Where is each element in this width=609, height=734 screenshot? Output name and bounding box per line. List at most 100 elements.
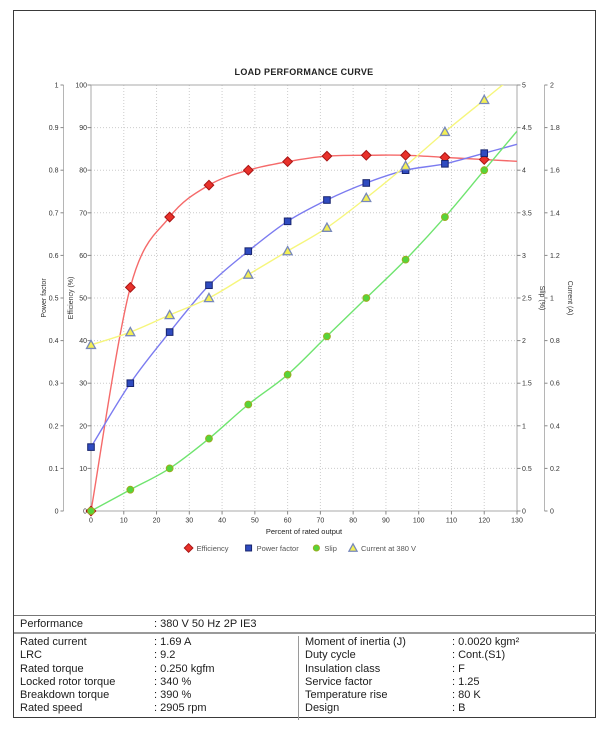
svg-text:0.2: 0.2 [49, 423, 59, 430]
svg-text:1.4: 1.4 [550, 210, 560, 217]
spec-column-right: Moment of inertia (J) : 0.0020 kgm² Duty … [298, 636, 596, 720]
svg-text:3.5: 3.5 [522, 210, 532, 217]
spec-label: Rated current [20, 636, 87, 648]
svg-text:4.5: 4.5 [522, 125, 532, 132]
svg-text:110: 110 [446, 518, 457, 525]
svg-text:0.6: 0.6 [550, 381, 560, 388]
spec-row: Rated speed: 2905 rpm [14, 702, 298, 715]
spec-label: Breakdown torque [20, 689, 110, 702]
svg-text:1.5: 1.5 [522, 381, 532, 388]
spec-value: : Cont.(S1) [452, 649, 506, 662]
svg-text:1: 1 [550, 296, 554, 303]
spec-label: Rated speed [20, 702, 83, 715]
spec-row: Design : B [305, 702, 596, 715]
spec-value: : 1.25 [452, 675, 480, 688]
svg-text:0: 0 [55, 509, 59, 516]
svg-text:Slip (%): Slip (%) [538, 286, 545, 311]
svg-text:10: 10 [79, 466, 87, 473]
spec-value: : 390 % [154, 689, 192, 702]
svg-text:10: 10 [120, 518, 128, 525]
svg-text:Efficiency: Efficiency [197, 544, 229, 553]
spec-value: : 380 V 50 Hz 2P IE3 [154, 618, 257, 630]
svg-text:20: 20 [79, 423, 87, 430]
spec-label: Performance [20, 618, 83, 630]
svg-text:5: 5 [522, 83, 526, 90]
svg-text:0.3: 0.3 [49, 381, 59, 388]
svg-text:0.7: 0.7 [49, 210, 59, 217]
spec-column-left: Rated current: 1.69 A LRC : 9.2 Rated tor… [14, 636, 298, 720]
spec-table: Performance : 380 V 50 Hz 2P IE3 Rated c… [14, 615, 596, 720]
svg-text:0.5: 0.5 [49, 296, 59, 303]
svg-text:90: 90 [79, 125, 87, 132]
svg-text:120: 120 [478, 518, 490, 525]
svg-text:60: 60 [79, 253, 87, 260]
svg-text:130: 130 [511, 518, 523, 525]
spec-row: Temperature rise: 80 K [305, 689, 596, 702]
svg-text:0.9: 0.9 [49, 125, 59, 132]
svg-text:30: 30 [79, 381, 87, 388]
svg-text:1.8: 1.8 [550, 125, 560, 132]
svg-text:90: 90 [382, 518, 390, 525]
svg-text:50: 50 [79, 296, 87, 303]
spec-row: Rated torque : 0.250 kgfm [14, 663, 298, 676]
svg-text:Power factor: Power factor [257, 544, 300, 553]
chart-legend: Efficiency Power factor Slip Current at 380… [197, 544, 416, 553]
spec-value: : 0.0020 kgm² [452, 636, 520, 648]
spec-label: Locked rotor torque [20, 675, 116, 688]
svg-text:1: 1 [522, 423, 526, 430]
svg-text:Percent of rated output: Percent of rated output [266, 527, 343, 536]
spec-row: Locked rotor torque : 340 % [14, 676, 298, 689]
svg-text:4: 4 [522, 168, 526, 175]
spec-row: LRC : 9.2 [14, 649, 298, 662]
svg-text:40: 40 [218, 518, 226, 525]
spec-value: : 9.2 [154, 649, 176, 662]
svg-text:0.2: 0.2 [550, 466, 560, 473]
svg-text:2: 2 [522, 338, 526, 345]
spec-row: Duty cycle : Cont.(S1) [305, 649, 596, 662]
svg-text:1.6: 1.6 [550, 168, 560, 175]
spec-table-body: Rated current: 1.69 A LRC : 9.2 Rated tor… [14, 634, 596, 720]
spec-label: Insulation class [305, 662, 381, 675]
spec-label: Moment of inertia (J) [305, 636, 406, 648]
svg-text:0: 0 [83, 509, 87, 516]
svg-text:100: 100 [75, 83, 87, 90]
svg-text:2: 2 [550, 83, 554, 90]
svg-text:0: 0 [522, 509, 526, 516]
svg-text:100: 100 [413, 518, 425, 525]
spec-value: : 340 % [154, 675, 192, 688]
svg-text:0: 0 [89, 518, 93, 525]
spec-row: Insulation class : F [305, 663, 596, 676]
svg-text:0.5: 0.5 [522, 466, 532, 473]
svg-text:50: 50 [251, 518, 259, 525]
svg-text:Efficiency (%): Efficiency (%) [68, 277, 75, 320]
svg-text:Power factor: Power factor [41, 278, 48, 318]
svg-text:1.2: 1.2 [550, 253, 560, 260]
svg-text:20: 20 [153, 518, 161, 525]
svg-text:0.4: 0.4 [49, 338, 59, 345]
spec-value: : 0.250 kgfm [154, 662, 215, 675]
spec-label: LRC [20, 649, 43, 662]
spec-value: : B [452, 702, 466, 715]
page-border [13, 10, 596, 718]
svg-text:2.5: 2.5 [522, 296, 532, 303]
spec-value: : F [452, 662, 465, 675]
spec-table-header-row: Performance : 380 V 50 Hz 2P IE3 [14, 615, 596, 634]
svg-text:70: 70 [316, 518, 324, 525]
svg-text:0.8: 0.8 [49, 168, 59, 175]
svg-text:30: 30 [185, 518, 193, 525]
svg-text:Slip: Slip [324, 544, 337, 553]
spec-row: Rated current: 1.69 A [14, 636, 298, 649]
spec-value: : 80 K [452, 689, 481, 702]
spec-label: Design [305, 702, 340, 715]
svg-text:70: 70 [79, 210, 87, 217]
svg-text:60: 60 [284, 518, 292, 525]
spec-label: Duty cycle [305, 649, 356, 662]
spec-row: Moment of inertia (J) : 0.0020 kgm² [305, 636, 596, 649]
spec-label: Rated torque [20, 662, 84, 675]
svg-text:80: 80 [79, 168, 87, 175]
svg-text:80: 80 [349, 518, 357, 525]
svg-text:Current (A): Current (A) [566, 281, 573, 316]
svg-text:1: 1 [55, 83, 59, 90]
